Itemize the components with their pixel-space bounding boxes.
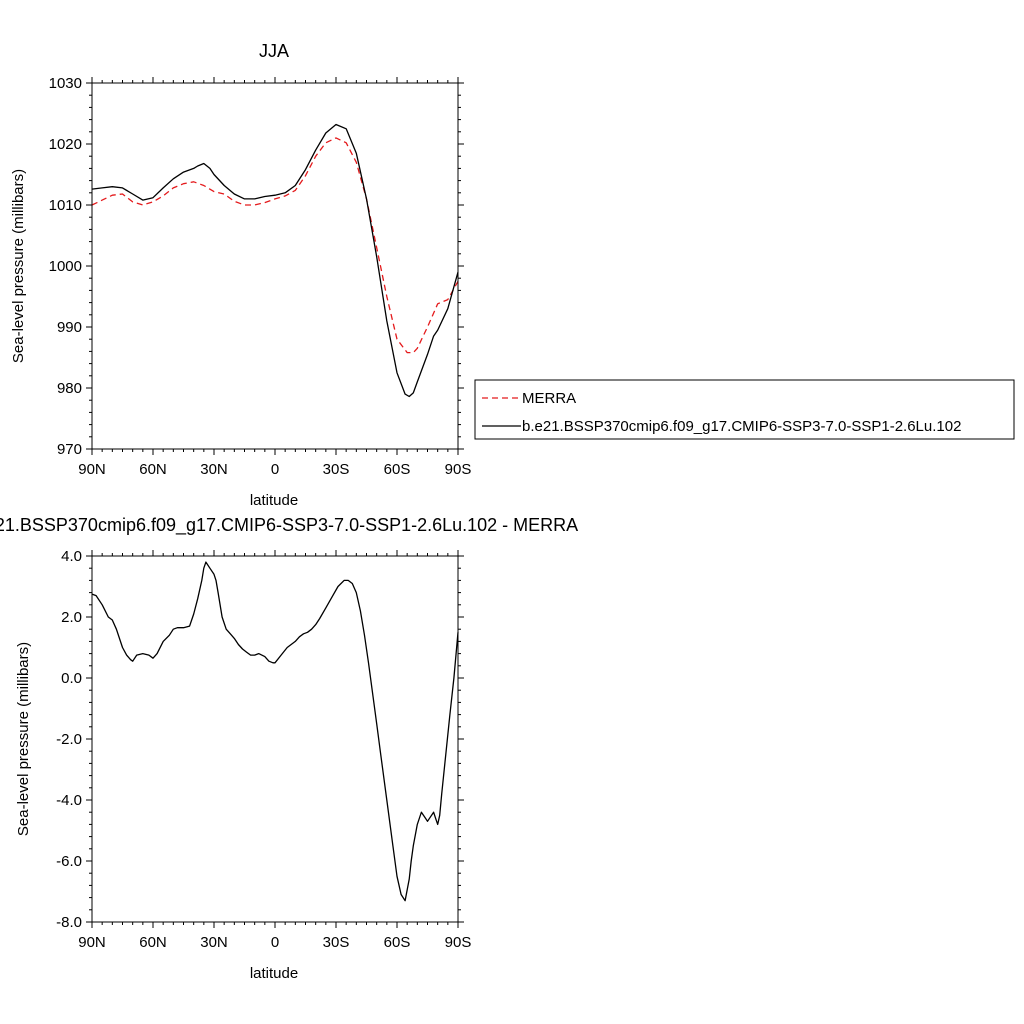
y-tick-label: 4.0 (61, 548, 82, 565)
series-line-1 (91, 137, 459, 354)
plot-area (91, 123, 459, 398)
x-tick-label: 0 (271, 461, 279, 478)
plot-frame (91, 555, 459, 923)
legend: MERRA b.e21.BSSP370cmip6.f09_g17.CMIP6-S… (474, 379, 1015, 440)
y-tick-label: -6.0 (56, 853, 82, 870)
chart-title: JJA (259, 41, 289, 61)
y-tick-label: -2.0 (56, 731, 82, 748)
x-tick-label: 90N (78, 934, 106, 951)
plot-frame (91, 82, 459, 450)
plot-area (91, 561, 459, 902)
x-axis-label: latitude (250, 965, 298, 982)
chart-title: b.e21.BSSP370cmip6.f09_g17.CMIP6-SSP3-7.… (0, 515, 578, 536)
y-tick-label: 0.0 (61, 670, 82, 687)
y-tick-label: 1000 (49, 258, 82, 275)
x-tick-label: 90S (445, 934, 472, 951)
y-tick-label: 1020 (49, 136, 82, 153)
x-tick-label: 60S (384, 461, 411, 478)
y-tick-label: -8.0 (56, 914, 82, 931)
legend-label-model: b.e21.BSSP370cmip6.f09_g17.CMIP6-SSP3-7.… (522, 418, 961, 435)
axes: 90N 60N 30N 0 30S 60S 90S 970 980 990 1000 1010 1020… (49, 75, 472, 478)
y-tick-label: 970 (57, 441, 82, 458)
x-axis-label: latitude (250, 492, 298, 509)
y-tick-label: 1030 (49, 75, 82, 92)
x-tick-label: 30N (200, 934, 228, 951)
panel-top: JJA 90N 60N 30N 0 30S 60S 90S 970 980 990 1000 1010… (10, 41, 471, 509)
legend-box (474, 379, 1015, 440)
legend-label-merra: MERRA (522, 390, 576, 407)
y-tick-label: 2.0 (61, 609, 82, 626)
y-tick-label: 990 (57, 319, 82, 336)
x-tick-label: 60N (139, 461, 167, 478)
x-tick-label: 0 (271, 934, 279, 951)
axes: 90N 60N 30N 0 30S 60S 90S -8.0 -6.0 -4.0 -2.0 0.0 2.… (56, 548, 471, 951)
x-tick-label: 60S (384, 934, 411, 951)
x-tick-label: 90S (445, 461, 472, 478)
series-line-2 (91, 123, 459, 398)
x-tick-label: 90N (78, 461, 106, 478)
y-axis-label: Sea-level pressure (millibars) (15, 642, 32, 836)
x-tick-label: 30S (323, 934, 350, 951)
x-tick-label: 60N (139, 934, 167, 951)
y-axis-label: Sea-level pressure (millibars) (10, 169, 27, 363)
x-tick-label: 30N (200, 461, 228, 478)
y-tick-label: 980 (57, 380, 82, 397)
x-tick-label: 30S (323, 461, 350, 478)
series-line-1 (91, 561, 459, 902)
y-tick-label: -4.0 (56, 792, 82, 809)
panel-bottom: b.e21.BSSP370cmip6.f09_g17.CMIP6-SSP3-7.… (0, 515, 578, 982)
y-tick-label: 1010 (49, 197, 82, 214)
